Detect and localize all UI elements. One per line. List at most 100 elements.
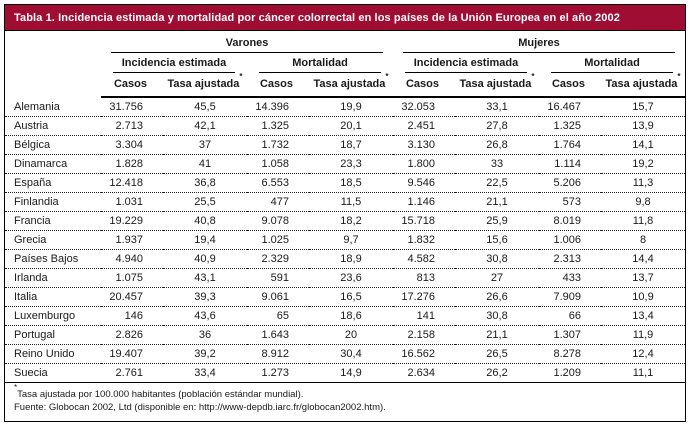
tasa-value-cell: 19,2: [632, 158, 654, 170]
casos-value-cell: 19.407: [109, 348, 143, 360]
table-row: Luxemburgo 146 43,6 65 18,6 141 30,8 66 13,4: [5, 307, 686, 326]
casos-value-cell: 2.158: [407, 329, 435, 341]
footnote-tasa: *Tasa ajustada por 100.000 habitantes (p…: [14, 383, 676, 401]
tasa-value-cell: 37: [198, 139, 212, 151]
table-row: Irlanda 1.075 43,1 591 23,6 813 27 433 13,7: [5, 269, 686, 288]
casos-value-cell: 1.643: [261, 329, 289, 341]
footnotes: *Tasa ajustada por 100.000 habitantes (p…: [5, 382, 685, 421]
tasa-value-cell: 26,2: [486, 367, 508, 379]
subgroup-header-label: Incidencia estimada: [405, 57, 527, 73]
tasa-value-cell: 43,6: [194, 310, 216, 322]
column-header-casos: Casos: [247, 73, 309, 98]
tasa-value-cell: 30,4: [340, 348, 362, 360]
casos-value-cell: 1.146: [407, 196, 435, 208]
casos-value-cell: 9.078: [261, 215, 289, 227]
tasa-value-cell: 27,8: [486, 120, 508, 132]
table-row: Suecia 2.761 33,4 1.273 14,9 2.634 26,2 1.209 11…: [5, 364, 685, 383]
table-row: Francia 19.229 40,8 9.078 18,2 15.718 25,9 8.01…: [5, 212, 686, 231]
casos-value-cell: 2.713: [115, 120, 143, 132]
casos-value-cell: 2.451: [407, 120, 435, 132]
column-header-tasa-label: Tasa ajustada: [459, 78, 532, 90]
tasa-value-cell: 18,7: [340, 139, 362, 151]
tasa-value-cell: 43,1: [194, 272, 216, 284]
tasa-value-cell: 18,6: [340, 310, 362, 322]
tasa-value-cell: 11,9: [632, 329, 654, 341]
casos-value-cell: 2.313: [553, 253, 581, 265]
casos-value-cell: 32.053: [401, 101, 435, 113]
casos-value-cell: 16.467: [547, 101, 581, 113]
casos-value-cell: 2.634: [407, 367, 435, 379]
casos-value-cell: 1.325: [553, 120, 581, 132]
casos-value-cell: 2.329: [261, 253, 289, 265]
casos-value-cell: 5.206: [553, 177, 581, 189]
casos-value-cell: 19.229: [109, 215, 143, 227]
group-header-varones: Varones: [101, 31, 393, 53]
tasa-value-cell: 26,5: [486, 348, 508, 360]
tasa-value-cell: 18,9: [340, 253, 362, 265]
country-cell: Dinamarca: [14, 158, 68, 170]
tasa-value-cell: 19,4: [194, 234, 216, 246]
subgroup-header-mortalidad-varones: Mortalidad: [247, 53, 393, 73]
asterisk-superscript: *: [385, 72, 389, 82]
tasa-value-cell: 36,8: [194, 177, 216, 189]
asterisk-superscript: *: [677, 72, 681, 82]
subgroup-header-incidencia-varones: Incidencia estimada: [101, 53, 247, 73]
tasa-value-cell: 21,1: [486, 329, 508, 341]
tasa-value-cell: 26,6: [486, 291, 508, 303]
column-header-tasa: Tasa ajustada*: [601, 72, 686, 98]
tasa-value-cell: 23,3: [340, 158, 362, 170]
tasa-value-cell: 20,1: [340, 120, 362, 132]
casos-value-cell: 1.209: [553, 367, 581, 379]
casos-value-cell: 3.130: [407, 139, 435, 151]
casos-value-cell: 813: [416, 272, 435, 284]
table-header: Varones Mujeres Incidencia estimada Mort…: [5, 31, 686, 98]
casos-value-cell: 9.061: [261, 291, 289, 303]
column-header-casos: Casos: [539, 73, 601, 98]
tasa-value-cell: 14,4: [632, 253, 654, 265]
casos-value-cell: 4.940: [115, 253, 143, 265]
tasa-value-cell: 40,9: [194, 253, 216, 265]
casos-value-cell: 1.031: [115, 196, 143, 208]
tasa-value-cell: 11,1: [632, 367, 654, 379]
asterisk-superscript: *: [531, 72, 535, 82]
casos-value-cell: 1.828: [115, 158, 143, 170]
tasa-value-cell: 14,9: [340, 367, 362, 379]
column-header-tasa-label: Tasa ajustada: [167, 78, 240, 90]
country-cell: Italia: [14, 291, 38, 303]
casos-value-cell: 1.937: [115, 234, 143, 246]
country-cell: Suecia: [14, 367, 48, 379]
tasa-value-cell: 21,1: [486, 196, 508, 208]
table-title-bar: Tabla 1. Incidencia estimada y mortalida…: [5, 5, 685, 31]
group-header-mujeres: Mujeres: [393, 31, 685, 53]
casos-value-cell: 1.732: [261, 139, 289, 151]
column-header-casos: Casos: [393, 73, 455, 98]
footnote-fuente: Fuente: Globocan 2002, Ltd (disponible e…: [14, 401, 676, 414]
tasa-value-cell: 25,5: [194, 196, 216, 208]
column-header-tasa: Tasa ajustada*: [309, 72, 393, 98]
casos-value-cell: 146: [124, 310, 143, 322]
casos-value-cell: 9.546: [407, 177, 435, 189]
casos-value-cell: 1.764: [553, 139, 581, 151]
table-row: Austria 2.713 42,1 1.325 20,1 2.451 27,8 1.325 1…: [5, 117, 686, 136]
subgroup-header-label: Mortalidad: [259, 57, 381, 73]
tasa-value-cell: 30,8: [486, 310, 508, 322]
casos-value-cell: 1.307: [553, 329, 581, 341]
table-body: Alemania 31.756 45,5 14.396 19,9 32.053 33,1 16…: [5, 97, 686, 383]
country-cell: Portugal: [14, 329, 55, 341]
tasa-value-cell: 18,2: [340, 215, 362, 227]
column-header-casos: Casos: [101, 73, 163, 98]
asterisk-superscript: *: [239, 72, 243, 82]
subgroup-header-incidencia-mujeres: Incidencia estimada: [393, 53, 539, 73]
casos-value-cell: 20.457: [109, 291, 143, 303]
casos-value-cell: 1.006: [553, 234, 581, 246]
table-row: Grecia 1.937 19,4 1.025 9,7 1.832 15,6 1.006 8: [5, 231, 686, 250]
table-container: Tabla 1. Incidencia estimada y mortalida…: [4, 4, 686, 422]
table-row: Bélgica 3.304 37 1.732 18,7 3.130 26,8 1.764 14,…: [5, 136, 686, 155]
casos-value-cell: 573: [562, 196, 581, 208]
table-title: Tabla 1. Incidencia estimada y mortalida…: [14, 12, 620, 24]
subgroup-header-label: Incidencia estimada: [113, 57, 235, 73]
tasa-value-cell: 36: [198, 329, 212, 341]
tasa-value-cell: 14,1: [632, 139, 654, 151]
tasa-value-cell: 18,5: [340, 177, 362, 189]
